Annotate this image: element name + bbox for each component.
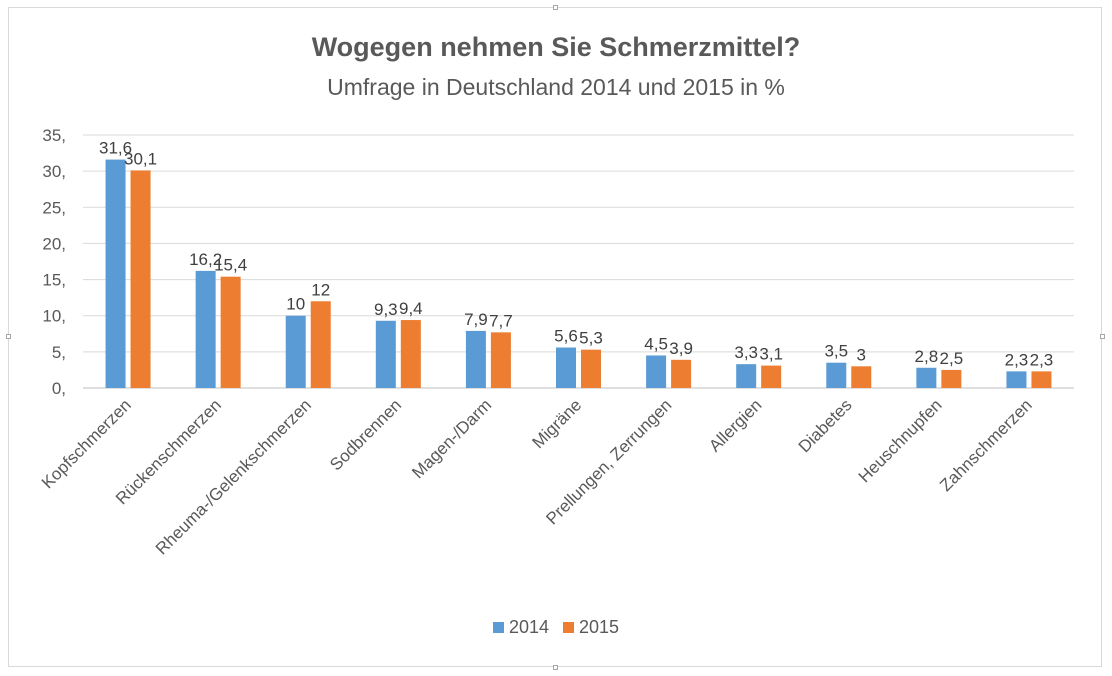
x-tick-label: Zahnschmerzen	[936, 395, 1036, 495]
y-tick-label: 30,	[42, 162, 66, 181]
data-label: 16,2	[189, 250, 222, 269]
bar-2015	[941, 369, 962, 388]
data-label: 2,8	[915, 347, 939, 366]
data-label: 5,6	[554, 327, 578, 346]
data-label: 3,1	[759, 345, 783, 364]
bar-2014	[465, 330, 486, 388]
data-label: 3,5	[824, 342, 848, 361]
bar-2015	[671, 359, 692, 388]
y-tick-label: 0,	[52, 379, 66, 398]
y-tick-label: 10,	[42, 307, 66, 326]
chart-legend: 2014 2015	[0, 617, 1112, 638]
legend-swatch-2015	[563, 622, 574, 633]
data-label: 10	[286, 295, 305, 314]
bar-2015	[1031, 371, 1052, 388]
legend-swatch-2014	[492, 622, 504, 633]
data-label: 3	[857, 345, 866, 364]
data-label: 2,5	[940, 349, 964, 368]
x-tick-label: Rheuma-/Gelenkschmerzen	[152, 395, 315, 558]
bar-2014	[826, 362, 847, 388]
bar-2014	[1006, 371, 1027, 388]
bar-2014	[646, 355, 667, 388]
data-label: 7,7	[489, 311, 513, 330]
bar-2014	[105, 159, 126, 388]
bar-2014	[916, 367, 937, 388]
chart-title: Wogegen nehmen Sie Schmerzmittel?	[311, 32, 801, 62]
chart-subtitle: Umfrage in Deutschland 2014 und 2015 in …	[327, 74, 785, 100]
data-label: 15,4	[214, 256, 247, 275]
x-tick-label: Diabetes	[795, 395, 856, 456]
resize-handle-top[interactable]	[553, 5, 558, 10]
data-label: 2,3	[1030, 350, 1054, 369]
bar-2015	[761, 365, 782, 388]
y-tick-label: 35,	[42, 126, 66, 145]
resize-handle-left[interactable]	[6, 334, 11, 339]
data-label: 31,6	[99, 139, 132, 158]
x-tick-label: Kopfschmerzen	[38, 395, 135, 492]
bar-2015	[220, 276, 241, 388]
bar-2014	[556, 347, 576, 388]
data-label: 5,3	[579, 329, 603, 348]
x-tick-label: Magen-/Darm	[408, 395, 495, 482]
x-tick-label: Allergien	[705, 395, 765, 455]
y-tick-label: 15,	[42, 271, 66, 290]
data-label: 2,3	[1005, 350, 1029, 369]
data-label: 9,3	[374, 300, 398, 319]
bar-2015	[490, 332, 511, 388]
data-label: 3,3	[734, 343, 758, 362]
data-label: 4,5	[644, 334, 668, 353]
bar-2015	[310, 301, 331, 388]
data-label: 9,4	[399, 299, 423, 318]
legend-label-2014: 2014	[508, 617, 549, 637]
y-tick-label: 20,	[42, 234, 66, 253]
bar-2014	[375, 320, 396, 388]
resize-handle-right[interactable]	[1100, 334, 1105, 339]
x-tick-label: Migräne	[528, 395, 585, 452]
bar-2014	[195, 270, 216, 388]
resize-handle-bottom[interactable]	[553, 665, 558, 670]
bar-2014	[736, 364, 757, 388]
bar-2015	[130, 170, 151, 388]
bar-2015	[851, 366, 872, 388]
bar-2014	[285, 315, 306, 388]
legend-label-2015: 2015	[579, 617, 620, 637]
x-tick-label: Heuschnupfen	[855, 395, 946, 486]
data-label: 12	[311, 280, 330, 299]
data-label: 30,1	[124, 149, 157, 168]
y-tick-label: 5,	[52, 343, 66, 362]
y-tick-label: 25,	[42, 198, 66, 217]
bar-2015	[400, 320, 421, 388]
data-label: 7,9	[464, 310, 488, 329]
x-tick-label: Sodbrennen	[326, 395, 405, 474]
legend-item-2014: 2014	[492, 617, 549, 638]
legend-item-2015: 2015	[563, 617, 619, 638]
bar-2015	[581, 349, 601, 388]
data-label: 3,9	[669, 339, 693, 358]
